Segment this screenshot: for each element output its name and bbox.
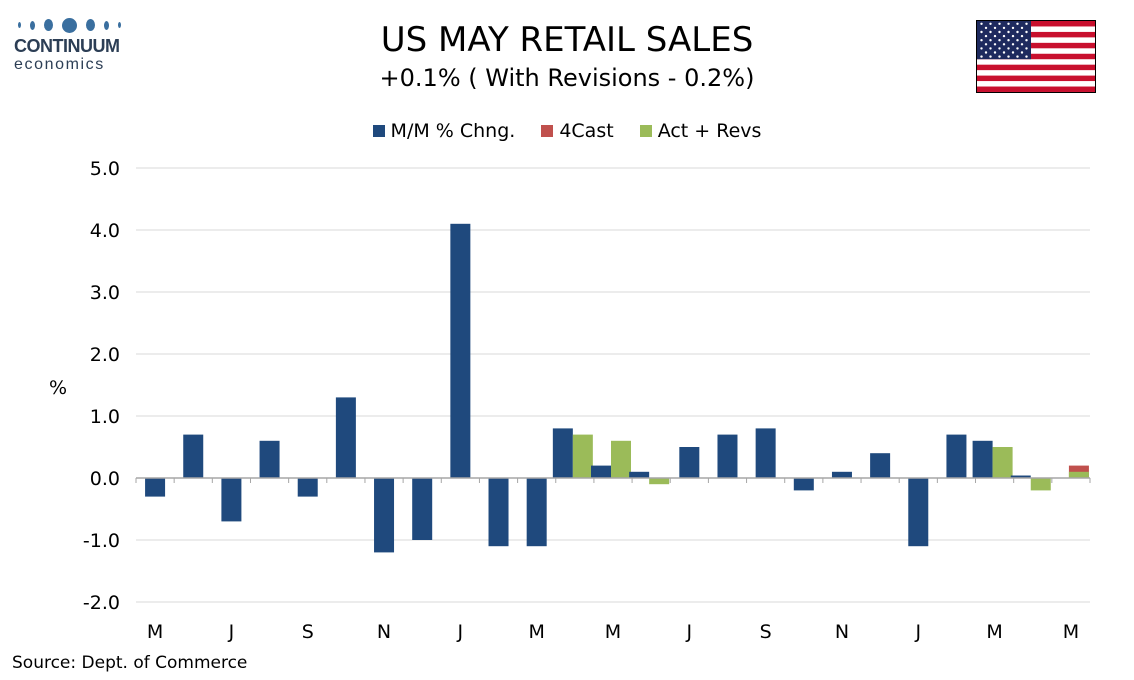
y-tick-label: 2.0: [90, 344, 120, 366]
bar-mm: [1010, 475, 1031, 478]
logo-wordmark: CONTINUUM: [14, 36, 120, 56]
bar-actrevs: [992, 447, 1013, 478]
x-tick-label: S: [760, 621, 772, 643]
y-tick-label: -1.0: [83, 530, 120, 552]
legend-item-4cast: 4Cast: [541, 120, 614, 142]
x-tick-label: N: [377, 621, 391, 643]
bar-mm: [793, 478, 814, 491]
x-tick-label: J: [914, 621, 921, 643]
bar-mm: [412, 478, 433, 540]
chart-subtitle: +0.1% ( With Revisions - 0.2%): [379, 64, 755, 92]
bar-mm: [335, 397, 356, 478]
legend-label-actrevs: Act + Revs: [657, 120, 762, 142]
legend-item-actrevs: Act + Revs: [639, 120, 762, 142]
source-note: Source: Dept. of Commerce: [12, 653, 248, 673]
bar-mm: [297, 478, 318, 497]
continuum-logo: CONTINUUM economics: [14, 14, 134, 76]
y-tick-label: 4.0: [90, 220, 120, 242]
bar-actrevs: [1068, 471, 1089, 478]
x-tick-label: N: [835, 621, 849, 643]
legend-item-mm: M/M % Chng.: [372, 120, 516, 142]
y-tick-label: 3.0: [90, 282, 120, 304]
bar-mm: [946, 434, 967, 478]
bar-actrevs: [1030, 478, 1051, 491]
us-flag-icon: [976, 20, 1096, 93]
logo-dots-icon: [14, 14, 134, 36]
legend-swatch-4cast: [541, 125, 554, 137]
x-tick-label: M: [147, 621, 163, 643]
bar-mm: [552, 428, 573, 478]
bar-mm: [145, 478, 166, 497]
bar-mm: [679, 447, 700, 478]
legend-label-mm: M/M % Chng.: [390, 120, 516, 142]
chart-legend: M/M % Chng. 4Cast Act + Revs: [0, 120, 1134, 142]
y-axis-label: %: [49, 377, 67, 399]
x-tick-label: M: [986, 621, 1002, 643]
bar-mm: [591, 465, 611, 478]
bar-mm: [526, 478, 547, 547]
bar-mm: [870, 453, 891, 478]
legend-swatch-actrevs: [639, 125, 652, 137]
bar-mm: [221, 478, 242, 522]
chart-title: US MAY RETAIL SALES: [380, 20, 754, 60]
logo-subtext: economics: [14, 56, 105, 73]
bar-mm: [831, 471, 852, 478]
bar-mm: [908, 478, 929, 547]
legend-swatch-mm: [372, 125, 385, 137]
bar-mm: [374, 478, 395, 553]
y-tick-label: -2.0: [83, 592, 120, 614]
x-tick-label: J: [228, 621, 235, 643]
bar-actrevs: [572, 434, 593, 478]
bar-mm: [717, 434, 738, 478]
bar-mm: [450, 223, 471, 478]
x-tick-label: M: [605, 621, 621, 643]
bar-mm: [972, 440, 993, 478]
y-tick-label: 5.0: [90, 158, 120, 180]
x-tick-label: J: [457, 621, 464, 643]
y-tick-label: 0.0: [90, 468, 120, 490]
y-tick-label: 1.0: [90, 406, 120, 428]
bar-mm: [259, 440, 280, 478]
bar-mm: [755, 428, 776, 478]
bar-actrevs: [611, 440, 631, 478]
legend-label-4cast: 4Cast: [559, 120, 614, 142]
bar-actrevs: [649, 478, 670, 485]
x-tick-label: M: [1063, 621, 1079, 643]
x-tick-label: J: [686, 621, 693, 643]
x-tick-label: S: [302, 621, 314, 643]
bar-mm: [488, 478, 509, 547]
x-tick-label: M: [528, 621, 544, 643]
bar-mm: [629, 471, 650, 478]
bar-mm: [183, 434, 204, 478]
